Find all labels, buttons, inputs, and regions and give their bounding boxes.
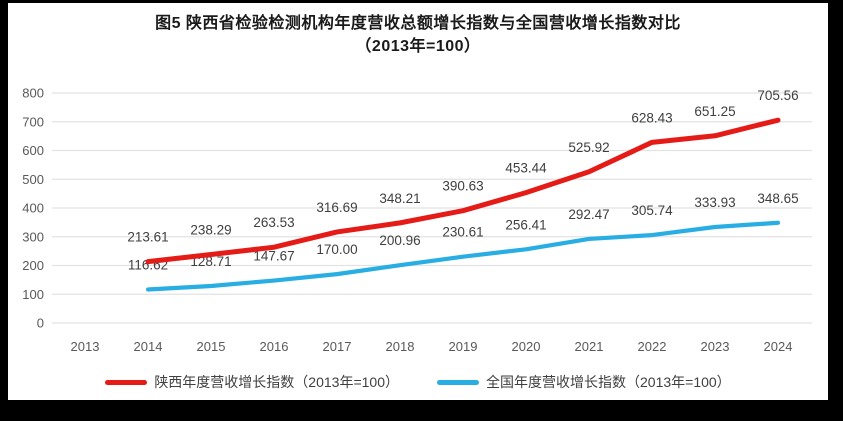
x-axis-tick-label: 2016	[260, 339, 289, 354]
data-label: 200.96	[379, 233, 420, 248]
y-axis-tick-label: 100	[22, 287, 44, 302]
legend-label-national: 全国年度营收增长指数（2013年=100）	[486, 374, 731, 390]
x-axis-tick-label: 2023	[701, 339, 730, 354]
x-axis-tick-label: 2021	[575, 339, 604, 354]
x-axis-tick-label: 2014	[134, 339, 163, 354]
data-label: 263.53	[253, 215, 294, 230]
data-label: 525.92	[568, 140, 609, 155]
legend-swatch-national-line-icon	[437, 379, 479, 385]
y-axis-tick-label: 600	[22, 143, 44, 158]
legend-item-national: 全国年度营收增长指数（2013年=100）	[437, 372, 731, 392]
legend-label-shaanxi: 陕西年度营收增长指数（2013年=100）	[154, 374, 399, 390]
chart-subtitle: （2013年=100）	[355, 38, 481, 55]
x-axis-tick-label: 2022	[638, 339, 667, 354]
legend-swatch-shaanxi-line-icon	[105, 379, 148, 385]
y-axis-tick-label: 800	[22, 86, 44, 101]
chart-legend: 陕西年度营收增长指数（2013年=100） 全国年度营收增长指数（2013年=1…	[8, 372, 828, 392]
y-axis-tick-label: 200	[22, 258, 44, 273]
data-label: 705.56	[757, 88, 798, 103]
x-axis-tick-label: 2015	[197, 339, 226, 354]
data-label: 230.61	[442, 225, 483, 240]
chart-figure: 图5 陕西省检验检测机构年度营收总额增长指数与全国营收增长指数对比 （2013年…	[8, 3, 828, 400]
data-label: 170.00	[316, 242, 357, 257]
chart-title-block: 图5 陕西省检验检测机构年度营收总额增长指数与全国营收增长指数对比 （2013年…	[8, 12, 828, 58]
x-axis-tick-label: 2019	[449, 339, 478, 354]
data-label: 453.44	[505, 161, 547, 176]
data-label: 651.25	[694, 104, 735, 119]
y-axis-tick-label: 700	[22, 114, 44, 129]
data-label: 348.65	[757, 191, 798, 206]
data-label: 348.21	[379, 191, 420, 206]
data-label: 305.74	[631, 203, 673, 218]
chart-title: 图5 陕西省检验检测机构年度营收总额增长指数与全国营收增长指数对比	[155, 15, 681, 32]
data-label: 147.67	[253, 249, 294, 264]
data-label: 316.69	[316, 200, 357, 215]
data-label: 628.43	[631, 110, 672, 125]
line-chart: 0 100 200 300 400 500 600 700 800 2013 2014 2015 201…	[22, 86, 812, 354]
series-line-shaanxi	[145, 117, 781, 265]
data-label: 333.93	[694, 195, 735, 210]
data-label: 238.29	[190, 222, 231, 237]
data-label: 390.63	[442, 179, 483, 194]
data-label: 292.47	[568, 207, 609, 222]
y-axis-tick-label: 0	[37, 316, 44, 331]
x-axis-tick-label: 2013	[71, 339, 100, 354]
x-axis-tick-label: 2024	[764, 339, 793, 354]
y-axis-tick-label: 300	[22, 229, 44, 244]
x-axis-tick-label: 2017	[323, 339, 352, 354]
x-axis-tick-label: 2018	[386, 339, 415, 354]
legend-item-shaanxi: 陕西年度营收增长指数（2013年=100）	[105, 372, 399, 392]
y-axis-tick-label: 500	[22, 172, 44, 187]
data-label: 256.41	[505, 217, 546, 232]
series-line-national	[145, 220, 781, 292]
data-label: 213.61	[127, 230, 168, 245]
x-axis-tick-label: 2020	[512, 339, 541, 354]
y-axis-tick-label: 400	[22, 201, 44, 216]
